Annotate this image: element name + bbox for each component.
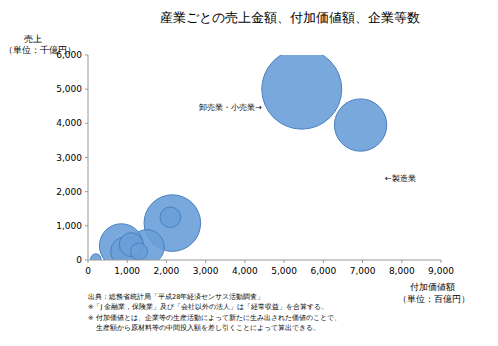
note: ※「J 金融業，保険業」及び「会社以外の法人」は「経常収益」を合算する。 xyxy=(88,303,328,311)
chart: 産業ごとの売上金額、付加価値額、企業等数売上（単位：千億円）付加価値額（単位：百… xyxy=(0,0,498,346)
bubbles xyxy=(91,55,387,260)
x-tick-label: 7,000 xyxy=(350,266,376,276)
y-tick-label: 0 xyxy=(76,255,82,265)
x-label: （単位：百億円） xyxy=(398,294,470,304)
x-axis xyxy=(88,260,441,261)
x-tick-label: 3,000 xyxy=(193,266,219,276)
bubble xyxy=(131,243,148,260)
x-tick-label: 4,000 xyxy=(232,266,258,276)
note: ※ 付加価値とは、企業等の生産活動によって新たに生み出された価値のことで、 xyxy=(88,314,341,322)
note: 生産額から原材料等の中間投入額を差し引くことによって算出できる。 xyxy=(96,324,320,332)
x-tick-label: 1,000 xyxy=(114,266,140,276)
x-tick-label: 5,000 xyxy=(271,266,297,276)
y-tick-label: 6,000 xyxy=(56,50,82,60)
bubble xyxy=(91,254,101,260)
x-tick-label: 0 xyxy=(85,266,91,276)
y-label: 売上 xyxy=(24,34,42,44)
bubble xyxy=(262,55,342,129)
y-tick-label: 5,000 xyxy=(56,84,82,94)
bubble xyxy=(334,99,386,151)
annotation: ←製造業 xyxy=(385,174,416,183)
x-tick-label: 6,000 xyxy=(310,266,336,276)
y-tick-label: 2,000 xyxy=(56,187,82,197)
note: 出典：総務省統計局「平成28年経済センサス活動調査」 xyxy=(88,293,264,301)
annotation: 卸売業・小売業→ xyxy=(199,103,262,112)
x-tick-label: 9,000 xyxy=(428,266,454,276)
y-tick-label: 4,000 xyxy=(56,118,82,128)
x-tick-label: 8,000 xyxy=(389,266,415,276)
x-label: 付加価値額 xyxy=(410,282,455,292)
title: 産業ごとの売上金額、付加価値額、企業等数 xyxy=(160,10,420,25)
y-tick-label: 1,000 xyxy=(56,221,82,231)
y-axis xyxy=(88,55,89,260)
x-tick-label: 2,000 xyxy=(154,266,180,276)
bubble xyxy=(160,207,181,228)
y-tick-label: 3,000 xyxy=(56,153,82,163)
